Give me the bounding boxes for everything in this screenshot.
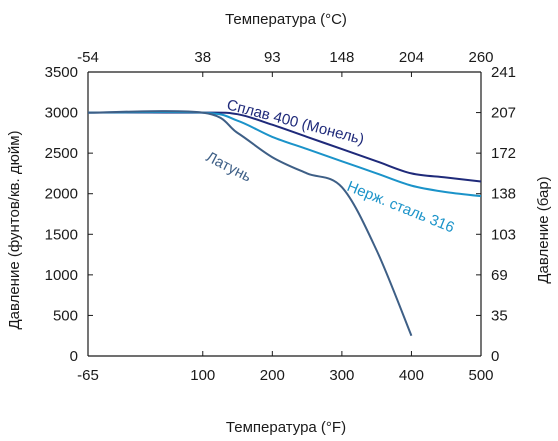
bottom-tick-label: 400 bbox=[399, 367, 424, 384]
left-tick-label: 3500 bbox=[45, 64, 78, 81]
left-axis-title: Давление (фунтов/кв. дюйм) bbox=[6, 130, 23, 329]
bottom-tick-label: 500 bbox=[468, 367, 493, 384]
right-tick-label: 103 bbox=[491, 226, 516, 243]
right-tick-label: 69 bbox=[491, 267, 508, 284]
top-tick-label: 204 bbox=[399, 49, 424, 66]
series-label-monel-400: Сплав 400 (Монель) bbox=[225, 96, 366, 148]
top-tick-label: 38 bbox=[194, 49, 211, 66]
series-lines bbox=[87, 110, 482, 337]
top-tick-label: 260 bbox=[468, 49, 493, 66]
left-tick-label: 1000 bbox=[45, 267, 78, 284]
bottom-axis-title: Температура (°F) bbox=[226, 419, 346, 436]
left-tick-label: 2000 bbox=[45, 186, 78, 203]
series-line-brass bbox=[87, 110, 413, 337]
series-label-stainless-316: Нерж. сталь 316 bbox=[345, 178, 457, 237]
left-tick-label: 3000 bbox=[45, 105, 78, 122]
right-tick-label: 241 bbox=[491, 64, 516, 81]
right-tick-label: 138 bbox=[491, 186, 516, 203]
bottom-tick-label: 100 bbox=[190, 367, 215, 384]
series-label-brass: Латунь bbox=[203, 148, 254, 185]
bottom-tick-label: 300 bbox=[329, 367, 354, 384]
right-axis-title: Давление (бар) bbox=[535, 176, 552, 283]
series-labels: Сплав 400 (Монель) Нерж. сталь 316 Латунь bbox=[203, 96, 457, 236]
top-tick-label: 93 bbox=[264, 49, 281, 66]
tick-labels: -65 100 200 300 400 500 -54 38 93 148 204 260 0 500 10… bbox=[45, 49, 516, 384]
series-line-stainless-316 bbox=[87, 110, 482, 198]
right-tick-label: 172 bbox=[491, 145, 516, 162]
left-tick-label: 2500 bbox=[45, 145, 78, 162]
bottom-tick-label: 200 bbox=[260, 367, 285, 384]
top-tick-label: -54 bbox=[77, 49, 99, 66]
top-tick-label: 148 bbox=[329, 49, 354, 66]
left-tick-label: 1500 bbox=[45, 226, 78, 243]
top-axis-title: Температура (°C) bbox=[225, 11, 347, 28]
bottom-tick-label: -65 bbox=[77, 367, 99, 384]
left-tick-label: 500 bbox=[53, 307, 78, 324]
left-tick-label: 0 bbox=[70, 348, 78, 365]
right-tick-label: 207 bbox=[491, 105, 516, 122]
right-tick-label: 0 bbox=[491, 348, 499, 365]
right-tick-label: 35 bbox=[491, 307, 508, 324]
